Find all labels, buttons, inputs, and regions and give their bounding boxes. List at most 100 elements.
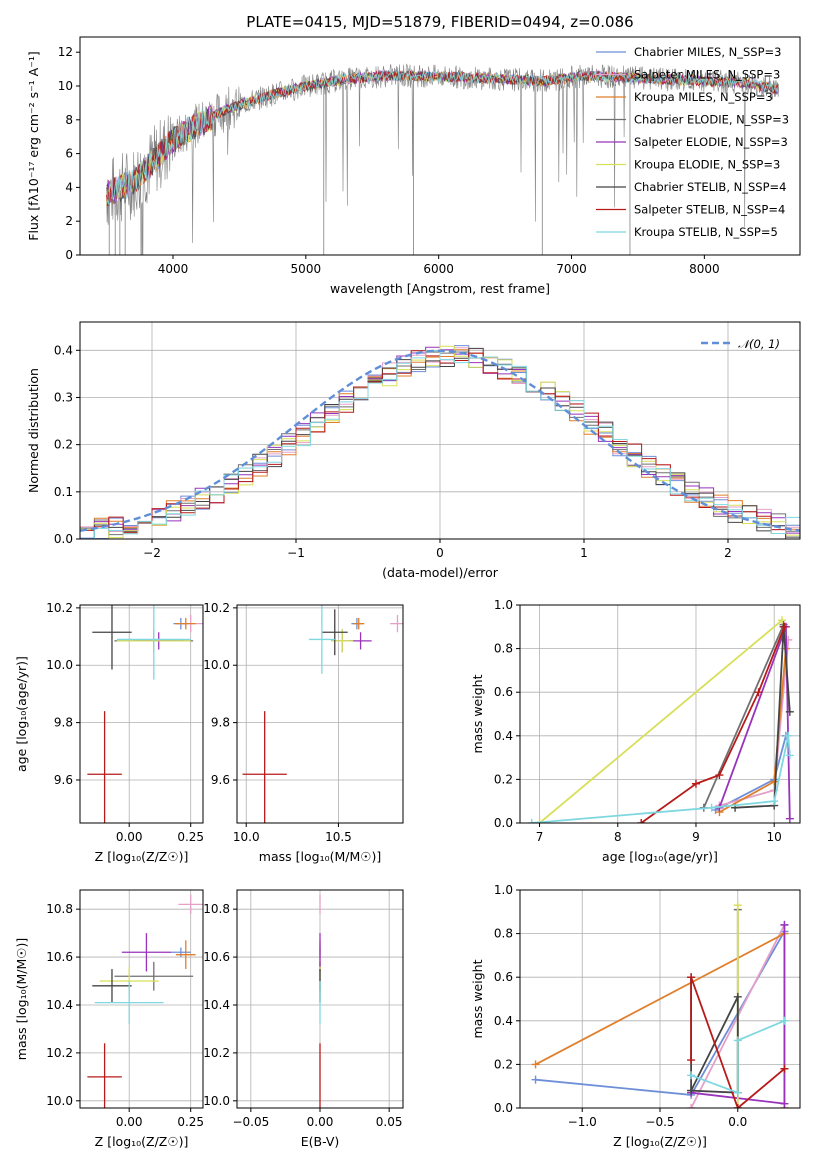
y-tick-label: 0.0 (494, 1101, 513, 1115)
axes-frame (236, 604, 404, 824)
legend-entry: Kroupa ELODIE, N_SSP=3 (634, 158, 780, 172)
y-tick-label: 4 (65, 180, 73, 194)
y-tick-label: 0.0 (494, 816, 513, 830)
panel-weight_vs_Z: −1.0 −0.5 0.0 0.0 0.2 0.4 0.6 0.8 1.0 Z [log₁₀(Z/… (470, 883, 801, 1149)
weight-marker (780, 920, 789, 929)
weight-marker (780, 1064, 789, 1073)
weight-marker (687, 1104, 696, 1108)
y-tick-label: 1.0 (494, 883, 513, 897)
plot-area (87, 894, 203, 1108)
x-tick-label: 0.0 (728, 1115, 747, 1129)
legend-entry: Kroupa MILES, N_SSP=3 (634, 90, 773, 104)
x-tick-label: 0.00 (116, 830, 143, 844)
weight-marker (754, 688, 763, 697)
y-tick-label: 2 (65, 214, 73, 228)
x-tick-label: −2 (143, 546, 161, 560)
legend-entry: Salpeter MILES, N_SSP=3 (634, 68, 780, 82)
y-tick-label: 10.0 (203, 658, 230, 672)
normal-curve (80, 349, 800, 532)
x-tick-label: 4000 (158, 262, 189, 276)
weight-marker (733, 901, 742, 910)
axes-frame (519, 604, 801, 824)
axes-frame (236, 889, 404, 1109)
x-axis-label: Z [log₁₀(Z/Z☉)] (95, 849, 189, 864)
x-tick-label: 0.00 (307, 1115, 334, 1129)
plot-area (106, 63, 779, 255)
residual-histogram (80, 347, 800, 539)
weight-marker (733, 1088, 742, 1097)
weight-marker (780, 1099, 789, 1108)
x-tick-label: 7 (536, 830, 544, 844)
x-tick-label: 0.00 (116, 1115, 143, 1129)
plot-area (80, 345, 800, 539)
y-tick-label: 8 (65, 113, 73, 127)
y-tick-label: 0.2 (54, 438, 73, 452)
x-axis-label: mass [log₁₀(M/M☉)] (259, 849, 381, 864)
weight-marker (687, 1056, 696, 1065)
axes-frame (519, 889, 801, 1109)
y-tick-label: 9.6 (54, 773, 73, 787)
x-tick-label: −0.5 (645, 1115, 674, 1129)
weight-marker (687, 1071, 696, 1080)
x-axis-label: (data-model)/error (382, 565, 499, 580)
weight-line (539, 619, 783, 823)
y-tick-label: 10.2 (46, 601, 73, 615)
x-axis-label: age [log₁₀(age/yr)] (602, 849, 718, 864)
y-tick-label: 0.8 (494, 642, 513, 656)
weight-line (735, 626, 791, 809)
panel-mass_vs_Z: 0.00 0.25 10.0 10.2 10.4 10.6 10.8 Z [log₁₀(Z/Z… (14, 889, 204, 1149)
weight-marker (770, 777, 779, 786)
panel-residuals: −2 −1 0 1 2 0.0 0.1 0.2 0.3 0.4 (data-model)/error… (26, 321, 801, 580)
panel-weight_vs_age: 7 8 9 10 0.0 0.2 0.4 0.6 0.8 1.0 age [log₁₀(age/yr… (470, 598, 801, 864)
axes-frame (79, 604, 204, 824)
legend-entry: Chabrier STELIB, N_SSP=4 (634, 180, 786, 194)
weight-marker (715, 771, 724, 780)
y-tick-label: 9.6 (211, 773, 230, 787)
y-tick-label: 10.4 (46, 998, 73, 1012)
y-axis-label: Normed distribution (26, 368, 41, 493)
weight-marker (531, 1060, 540, 1069)
weight-marker (531, 1075, 540, 1084)
y-tick-label: 0 (65, 248, 73, 262)
x-tick-label: 6000 (423, 262, 454, 276)
weight-marker (785, 707, 794, 716)
y-tick-label: 0.2 (494, 1057, 513, 1071)
y-tick-label: 0.2 (494, 772, 513, 786)
weight-marker (707, 803, 716, 812)
weight-marker (733, 1104, 742, 1108)
y-axis-label: Flux [fλ10⁻¹⁷ erg cm⁻² s⁻¹ A⁻¹] (26, 51, 41, 240)
y-tick-label: 0.1 (54, 485, 73, 499)
y-tick-label: 10.2 (46, 1046, 73, 1060)
weight-marker (785, 751, 794, 760)
weight-marker (780, 1016, 789, 1025)
x-tick-label: 0.05 (376, 1115, 403, 1129)
y-axis-label: mass weight (470, 674, 485, 753)
plot-area (531, 901, 789, 1108)
axes-frame (79, 321, 801, 540)
weight-line (690, 1019, 785, 1094)
x-tick-label: 1 (580, 546, 588, 560)
weight-marker (784, 731, 793, 740)
y-axis-label: mass weight (470, 959, 485, 1038)
weight-marker (733, 1036, 742, 1045)
y-tick-label: 10.6 (46, 950, 73, 964)
x-tick-label: 0 (436, 546, 444, 560)
weight-marker (780, 622, 789, 631)
axes-frame (79, 889, 204, 1109)
weight-marker (637, 819, 646, 823)
x-tick-label: −1.0 (568, 1115, 597, 1129)
y-tick-label: 10.0 (203, 1094, 230, 1108)
x-axis-label: E(B-V) (301, 1134, 340, 1149)
x-tick-label: 0.25 (177, 1115, 204, 1129)
y-tick-label: 9.8 (54, 716, 73, 730)
y-tick-label: 10 (58, 79, 73, 93)
legend-entry: Chabrier MILES, N_SSP=3 (634, 45, 781, 59)
legend: Chabrier MILES, N_SSP=3 Salpeter MILES, N… (596, 45, 789, 239)
y-tick-label: 0.0 (54, 532, 73, 546)
x-tick-label: −1 (287, 546, 305, 560)
legend-entry: Salpeter ELODIE, N_SSP=3 (634, 135, 788, 149)
model-spectrum (106, 70, 779, 206)
y-axis-label: mass [log₁₀(M/M☉)] (14, 938, 29, 1060)
y-tick-label: 10.6 (203, 950, 230, 964)
y-tick-label: 0.6 (494, 685, 513, 699)
